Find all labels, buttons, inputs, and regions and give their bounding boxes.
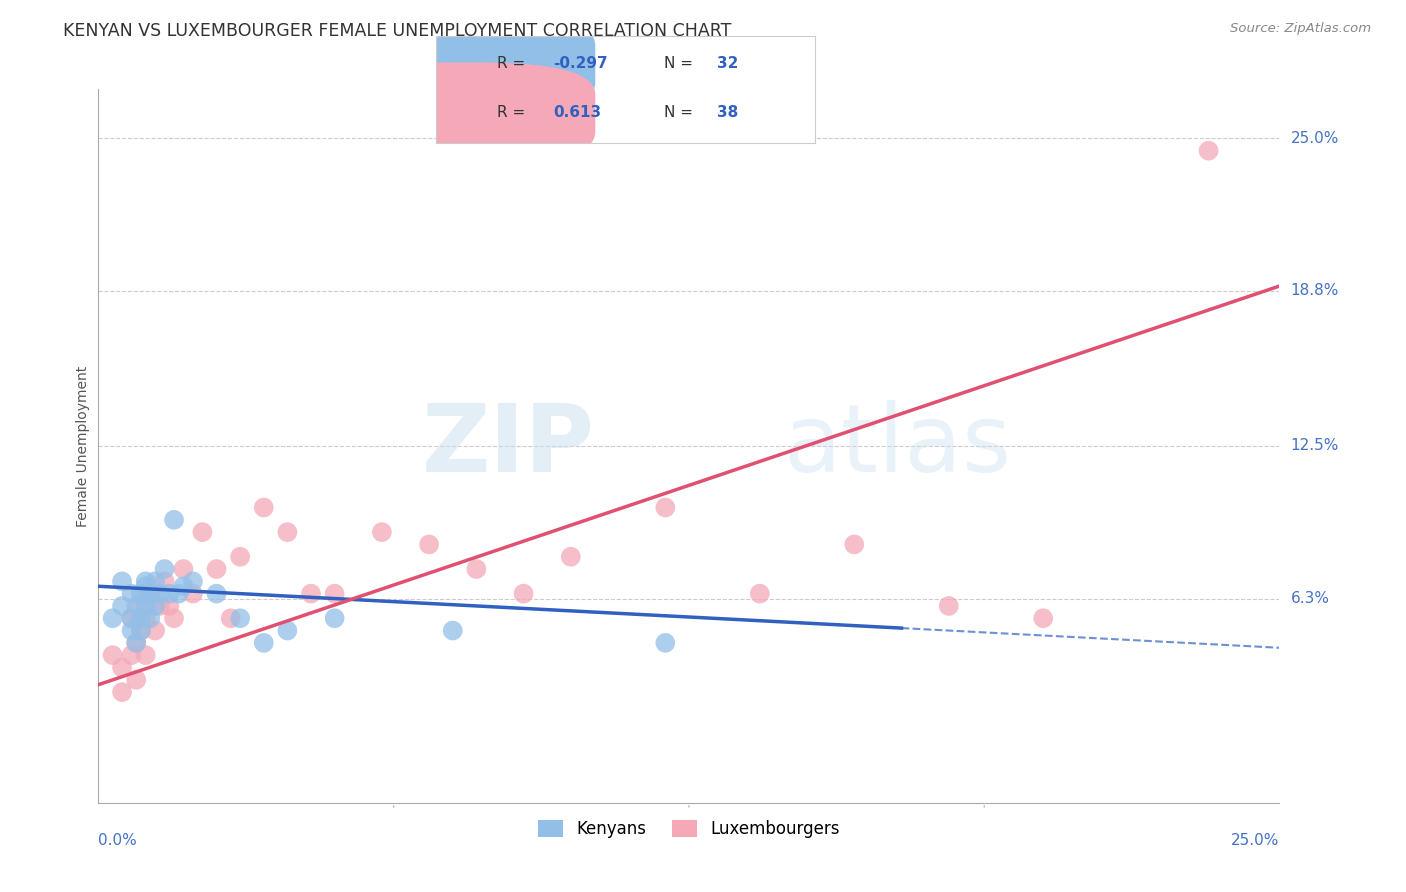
- Point: [253, 636, 276, 650]
- Point: [748, 587, 770, 601]
- Point: [143, 624, 166, 638]
- Text: 6.3%: 6.3%: [1291, 591, 1330, 606]
- Point: [181, 587, 204, 601]
- Point: [111, 685, 134, 699]
- Point: [560, 549, 582, 564]
- Point: [654, 636, 676, 650]
- Point: [125, 636, 148, 650]
- Point: [135, 648, 157, 662]
- Point: [149, 599, 172, 613]
- FancyBboxPatch shape: [333, 13, 595, 115]
- Point: [129, 587, 152, 601]
- Point: [181, 574, 204, 589]
- Point: [276, 525, 298, 540]
- Point: [111, 574, 134, 589]
- Point: [135, 611, 157, 625]
- Point: [441, 624, 464, 638]
- Text: 12.5%: 12.5%: [1291, 439, 1339, 453]
- Point: [121, 611, 143, 625]
- Point: [121, 648, 143, 662]
- Y-axis label: Female Unemployment: Female Unemployment: [76, 366, 90, 526]
- Point: [101, 611, 124, 625]
- Point: [125, 673, 148, 687]
- Text: N =: N =: [664, 56, 697, 71]
- Point: [125, 599, 148, 613]
- Text: 0.613: 0.613: [554, 105, 602, 120]
- Point: [129, 599, 152, 613]
- Point: [323, 587, 346, 601]
- Point: [163, 611, 186, 625]
- Point: [371, 525, 394, 540]
- Point: [1198, 144, 1220, 158]
- Point: [512, 587, 534, 601]
- Point: [129, 624, 152, 638]
- Text: 32: 32: [717, 56, 738, 71]
- Text: ZIP: ZIP: [422, 400, 595, 492]
- Point: [205, 562, 228, 576]
- Text: Source: ZipAtlas.com: Source: ZipAtlas.com: [1230, 22, 1371, 36]
- Point: [139, 611, 162, 625]
- Point: [143, 599, 166, 613]
- Text: 25.0%: 25.0%: [1291, 131, 1339, 146]
- Text: -0.297: -0.297: [554, 56, 609, 71]
- Text: R =: R =: [496, 56, 530, 71]
- Point: [163, 513, 186, 527]
- Point: [219, 611, 242, 625]
- Text: R =: R =: [496, 105, 530, 120]
- Point: [465, 562, 488, 576]
- Point: [143, 574, 166, 589]
- Text: N =: N =: [664, 105, 697, 120]
- Point: [229, 611, 252, 625]
- Point: [121, 587, 143, 601]
- Point: [139, 587, 162, 601]
- Point: [191, 525, 214, 540]
- Text: 38: 38: [717, 105, 738, 120]
- Point: [938, 599, 960, 613]
- Point: [135, 574, 157, 589]
- Point: [276, 624, 298, 638]
- FancyBboxPatch shape: [333, 62, 595, 164]
- Point: [129, 611, 152, 625]
- Point: [323, 611, 346, 625]
- Point: [125, 636, 148, 650]
- Point: [418, 537, 440, 551]
- Point: [121, 611, 143, 625]
- Point: [157, 587, 180, 601]
- Point: [172, 562, 194, 576]
- Text: atlas: atlas: [783, 400, 1012, 492]
- Point: [135, 599, 157, 613]
- Point: [129, 624, 152, 638]
- Text: 25.0%: 25.0%: [1232, 833, 1279, 848]
- Point: [121, 624, 143, 638]
- Text: 18.8%: 18.8%: [1291, 284, 1339, 299]
- Point: [205, 587, 228, 601]
- Point: [149, 587, 172, 601]
- Point: [299, 587, 322, 601]
- Point: [1032, 611, 1054, 625]
- Point: [153, 562, 176, 576]
- Point: [172, 579, 194, 593]
- Point: [153, 574, 176, 589]
- Point: [111, 660, 134, 674]
- Point: [135, 579, 157, 593]
- Point: [139, 587, 162, 601]
- Point: [157, 599, 180, 613]
- Point: [111, 599, 134, 613]
- Point: [229, 549, 252, 564]
- Point: [844, 537, 866, 551]
- Point: [101, 648, 124, 662]
- Text: 0.0%: 0.0%: [98, 833, 138, 848]
- Point: [253, 500, 276, 515]
- Text: KENYAN VS LUXEMBOURGER FEMALE UNEMPLOYMENT CORRELATION CHART: KENYAN VS LUXEMBOURGER FEMALE UNEMPLOYME…: [63, 22, 731, 40]
- Point: [654, 500, 676, 515]
- Legend: Kenyans, Luxembourgers: Kenyans, Luxembourgers: [531, 813, 846, 845]
- Point: [167, 587, 190, 601]
